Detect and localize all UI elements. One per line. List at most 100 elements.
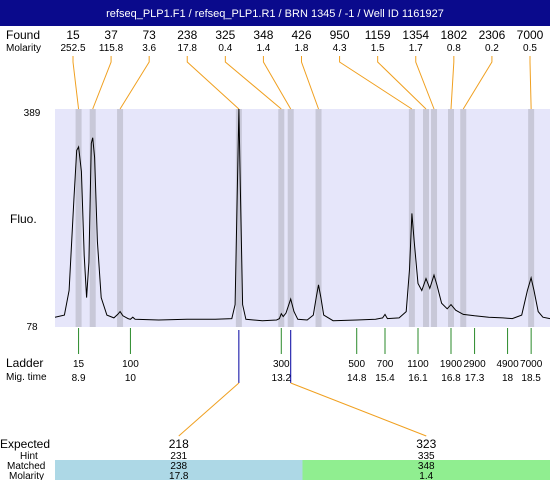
expected-molarity-label: 1.4 — [419, 471, 433, 480]
found-size-label: 2306 — [479, 28, 506, 42]
expected-column-fill — [302, 460, 550, 480]
ladder-size-label: 500 — [348, 359, 365, 370]
found-leader-line — [72, 56, 80, 110]
found-molarity-label: 4.3 — [333, 43, 347, 54]
found-size-label: 1354 — [402, 28, 429, 42]
expected-hint-label: 231 — [170, 451, 187, 462]
peak-band-1354 — [431, 109, 438, 327]
found-leader-line — [450, 56, 455, 110]
found-leader-line — [415, 56, 435, 110]
ladder-mig-time-label: 13.2 — [272, 373, 292, 384]
expected-value-label: 218 — [169, 437, 189, 451]
found-leader-line — [377, 56, 427, 110]
ladder-mig-time-label: 8.9 — [72, 373, 86, 384]
found-molarity-label: 252.5 — [60, 43, 85, 54]
y-min-label: 78 — [26, 322, 38, 333]
found-size-label: 1159 — [365, 28, 391, 42]
ladder-size-label: 7000 — [520, 359, 543, 370]
title-bar — [0, 0, 550, 26]
ladder-mig-time-label: 10 — [125, 373, 137, 384]
found-size-label: 950 — [330, 28, 350, 42]
found-size-label: 37 — [104, 28, 118, 42]
found-size-label: 1802 — [440, 28, 467, 42]
found-row-label: Found — [6, 28, 40, 42]
ladder-size-label: 100 — [122, 359, 139, 370]
expected-leader-line — [178, 382, 240, 437]
peak-band-37 — [89, 109, 96, 327]
expected-molarity-row-label: Molarity — [9, 471, 44, 480]
found-size-label: 73 — [142, 28, 156, 42]
ladder-mig-time-label: 16.8 — [441, 373, 461, 384]
found-molarity-label: 1.7 — [409, 43, 423, 54]
fluorescence-trace — [54, 108, 550, 322]
found-molarity-label: 1.5 — [371, 43, 385, 54]
matched-row-label: Matched — [7, 461, 45, 472]
found-leader-line — [462, 56, 493, 110]
found-leader-line — [262, 56, 292, 110]
expected-row-label: Expected — [0, 437, 50, 451]
hint-row-label: Hint — [20, 451, 38, 462]
found-molarity-label: 1.8 — [295, 43, 309, 54]
found-size-label: 238 — [177, 28, 197, 42]
found-leader-line — [339, 56, 413, 110]
found-molarity-label: 0.2 — [485, 43, 499, 54]
peak-band-7000 — [528, 109, 535, 327]
found-molarity-label: 115.8 — [99, 43, 124, 54]
peak-band-73 — [117, 109, 124, 327]
ladder-mig-time-label: 18 — [502, 373, 514, 384]
peak-band-325 — [278, 109, 285, 327]
found-size-label: 348 — [253, 28, 273, 42]
expected-value-label: 323 — [416, 437, 436, 451]
peak-band-2306 — [460, 109, 467, 327]
peak-band-1802 — [448, 109, 454, 327]
expected-hint-label: 335 — [418, 451, 435, 462]
found-leader-line — [92, 56, 112, 110]
found-leader-line — [119, 56, 150, 110]
peak-band-1159 — [423, 109, 430, 327]
ladder-mig-time-label: 14.8 — [347, 373, 367, 384]
ladder-size-label: 1900 — [440, 359, 463, 370]
ladder-size-label: 700 — [377, 359, 394, 370]
peak-band-238 — [235, 109, 242, 327]
found-molarity-label: 17.8 — [178, 43, 198, 54]
fluo-axis-label: Fluo. — [10, 212, 37, 226]
found-size-label: 325 — [215, 28, 235, 42]
y-max-label: 389 — [24, 108, 41, 119]
found-size-label: 426 — [291, 28, 311, 42]
found-size-label: 7000 — [517, 28, 544, 42]
ladder-row-label: Ladder — [6, 356, 43, 370]
found-molarity-label: 1.4 — [256, 43, 270, 54]
found-molarity-label: 0.8 — [447, 43, 461, 54]
molarity-row-label: Molarity — [6, 43, 41, 54]
peak-band-15 — [75, 109, 82, 327]
found-molarity-label: 3.6 — [142, 43, 156, 54]
peak-band-348 — [287, 109, 294, 327]
found-size-label: 15 — [66, 28, 80, 42]
ladder-mig-time-label: 17.3 — [465, 373, 485, 384]
ladder-size-label: 2900 — [463, 359, 486, 370]
ladder-mig-time-label: 16.1 — [408, 373, 428, 384]
mig-time-row-label: Mig. time — [6, 372, 47, 383]
expected-leader-line — [290, 382, 427, 437]
ladder-mig-time-label: 18.5 — [521, 373, 541, 384]
ladder-size-label: 1100 — [407, 359, 429, 370]
expected-matched-label: 348 — [418, 461, 435, 472]
found-leader-line — [224, 56, 282, 110]
ladder-size-label: 15 — [73, 359, 85, 370]
found-molarity-label: 0.5 — [523, 43, 537, 54]
found-molarity-label: 0.4 — [218, 43, 232, 54]
expected-molarity-label: 17.8 — [169, 471, 189, 480]
ladder-size-label: 300 — [273, 359, 290, 370]
plot-background — [55, 109, 550, 327]
ladder-mig-time-label: 15.4 — [375, 373, 395, 384]
chart-title: refseq_PLP1.F1 / refseq_PLP1.R1 / BRN 13… — [106, 8, 444, 20]
expected-matched-label: 238 — [170, 461, 187, 472]
expected-column-fill — [55, 460, 303, 480]
ladder-size-label: 4900 — [496, 359, 519, 370]
peak-band-426 — [315, 109, 322, 327]
found-leader-line — [186, 56, 240, 110]
found-leader-line — [529, 56, 532, 110]
found-leader-line — [301, 56, 319, 110]
